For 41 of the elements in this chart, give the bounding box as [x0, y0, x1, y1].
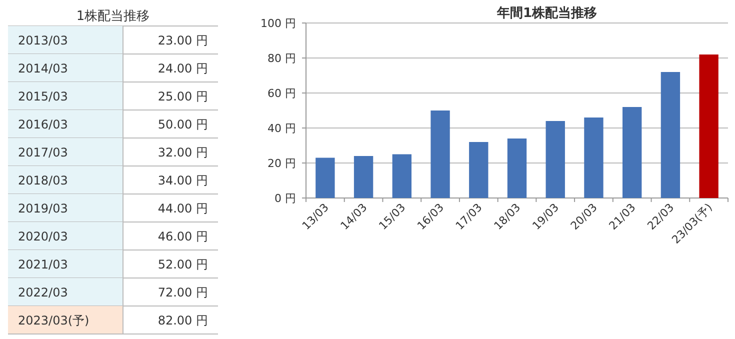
bar — [507, 138, 527, 198]
bar — [699, 54, 718, 198]
y-tick-label: 20 円 — [268, 157, 296, 170]
bar — [469, 142, 488, 198]
y-tick-label: 0 円 — [274, 192, 296, 205]
category-label: 2022/03 — [18, 286, 68, 300]
bar — [316, 158, 335, 198]
y-tick-label: 100 円 — [260, 17, 296, 30]
category-label: 2020/03 — [18, 230, 68, 244]
y-tick-label: 60 円 — [268, 87, 296, 100]
text: 1株配当推移 — [76, 9, 150, 24]
category-label: 2015/03 — [18, 90, 68, 104]
bar — [430, 110, 450, 198]
category-label: 2023/03(予) — [18, 314, 90, 328]
text: 34.00 円 — [158, 174, 208, 188]
text: 23.00 円 — [158, 34, 208, 48]
text: 72.00 円 — [158, 286, 208, 300]
category-label: 2017/03 — [18, 146, 68, 160]
category-label: 2021/03 — [18, 258, 68, 272]
text: 24.00 円 — [158, 62, 208, 76]
y-tick-label: 80 円 — [268, 52, 296, 65]
y-tick-label: 40 円 — [268, 122, 296, 135]
bar — [354, 156, 374, 198]
text: 52.00 円 — [158, 258, 208, 272]
category-label: 2014/03 — [18, 62, 68, 76]
category-label: 2018/03 — [18, 174, 68, 188]
text: 44.00 円 — [158, 202, 208, 216]
text: 82.00 円 — [158, 314, 208, 328]
bar — [546, 121, 565, 198]
chart-title: 年間1株配当推移 — [496, 6, 598, 21]
category-label: 2019/03 — [18, 202, 68, 216]
bar — [584, 118, 604, 198]
text: 32.00 円 — [158, 146, 208, 160]
text: 46.00 円 — [158, 230, 208, 244]
bar — [622, 107, 642, 198]
text: 50.00 円 — [158, 118, 208, 132]
bar — [660, 72, 680, 198]
bar — [392, 154, 412, 198]
category-label: 2016/03 — [18, 118, 68, 132]
text: 25.00 円 — [158, 90, 208, 104]
category-label: 2013/03 — [18, 34, 68, 48]
